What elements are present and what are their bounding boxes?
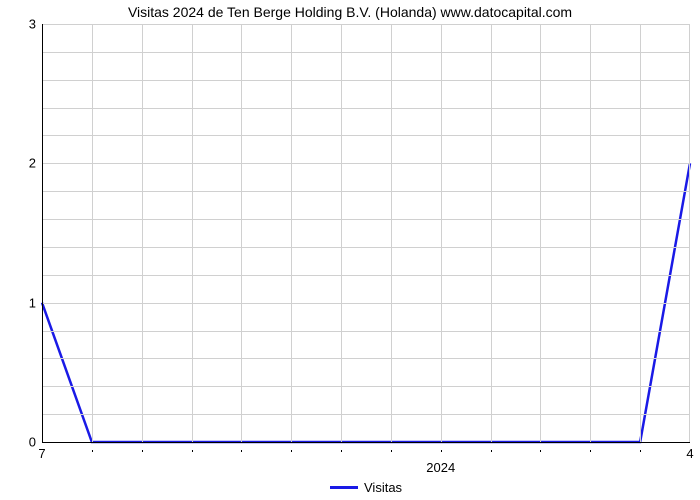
x-tick-mark <box>540 450 541 452</box>
gridline-horizontal-minor <box>42 108 690 109</box>
y-tick-label: 0 <box>6 435 36 450</box>
x-tick-mark <box>640 450 641 452</box>
gridline-vertical <box>590 24 591 442</box>
x-tick-mark <box>441 450 442 452</box>
gridline-horizontal-minor <box>42 135 690 136</box>
legend-line <box>330 486 358 489</box>
gridline-horizontal-minor <box>42 275 690 276</box>
gridline-vertical <box>142 24 143 442</box>
gridline-horizontal-minor <box>42 386 690 387</box>
gridline-horizontal-minor <box>42 414 690 415</box>
gridline-vertical <box>391 24 392 442</box>
gridline-horizontal-minor <box>42 52 690 53</box>
gridline-horizontal-minor <box>42 247 690 248</box>
x-tick-mark <box>241 450 242 452</box>
legend: Visitas <box>330 480 402 495</box>
x-tick-mark <box>142 450 143 452</box>
plot-right-border <box>689 24 690 442</box>
gridline-vertical <box>341 24 342 442</box>
gridline-vertical <box>640 24 641 442</box>
gridline-horizontal-minor <box>42 191 690 192</box>
line-chart: Visitas 2024 de Ten Berge Holding B.V. (… <box>0 0 700 500</box>
x-axis-line <box>42 442 690 443</box>
x-tick-mark <box>192 450 193 452</box>
data-series <box>0 0 700 500</box>
gridline-vertical <box>291 24 292 442</box>
x-below-right-label: 4 <box>686 446 693 461</box>
x-below-left-label: 7 <box>38 446 45 461</box>
y-axis-line <box>42 24 43 442</box>
x-tick-mark <box>391 450 392 452</box>
plot-top-border <box>42 24 690 25</box>
y-tick-label: 2 <box>6 156 36 171</box>
gridline-vertical <box>92 24 93 442</box>
legend-label: Visitas <box>364 480 402 495</box>
x-axis-center-label: 2024 <box>426 460 455 475</box>
gridline-horizontal <box>42 163 690 164</box>
y-tick-label: 3 <box>6 17 36 32</box>
gridline-vertical <box>192 24 193 442</box>
gridline-horizontal-minor <box>42 80 690 81</box>
gridline-horizontal-minor <box>42 358 690 359</box>
x-tick-mark <box>291 450 292 452</box>
gridline-horizontal-minor <box>42 219 690 220</box>
gridline-vertical <box>540 24 541 442</box>
x-tick-mark <box>341 450 342 452</box>
y-tick-label: 1 <box>6 295 36 310</box>
gridline-vertical <box>491 24 492 442</box>
x-tick-mark <box>491 450 492 452</box>
gridline-horizontal <box>42 303 690 304</box>
gridline-vertical <box>241 24 242 442</box>
gridline-horizontal-minor <box>42 331 690 332</box>
gridline-vertical <box>441 24 442 442</box>
x-tick-mark <box>92 450 93 452</box>
x-tick-mark <box>590 450 591 452</box>
